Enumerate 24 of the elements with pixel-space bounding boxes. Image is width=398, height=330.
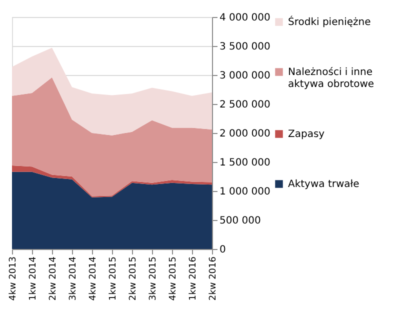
y-tick-label: 2 500 000	[220, 100, 270, 110]
legend-label: Zapasy	[288, 129, 325, 140]
x-tick-label: 3kw 2014	[68, 256, 78, 301]
y-tick-label: 0	[220, 244, 226, 256]
x-tick-label: 1kw 2014	[28, 256, 38, 301]
y-tick-label: 1 000 000	[220, 186, 270, 198]
x-tick-label: 4kw 2014	[88, 256, 98, 301]
x-tick-label: 2kw 2015	[128, 256, 138, 301]
y-tick-label: 1 500 000	[220, 158, 270, 168]
x-tick-label: 3kw 2015	[148, 256, 158, 301]
x-tick-label: 2kw 2016	[208, 256, 218, 301]
y-tick-label: 3 000 000	[220, 70, 270, 82]
x-tick-label: 2kw 2014	[48, 256, 58, 301]
x-tick-label: 1kw 2015	[108, 256, 118, 301]
legend-label: Środki pieniężne	[288, 15, 371, 28]
x-tick-label: 4kw 2013	[8, 256, 18, 301]
y-tick-label: 3 500 000	[220, 42, 270, 52]
y-tick-label: 2 000 000	[220, 128, 270, 140]
legend-label: Należności i inne aktywa obrotowe	[288, 66, 374, 90]
y-tick-label: 4 000 000	[220, 12, 270, 24]
x-tick-label: 4kw 2015	[168, 256, 178, 301]
legend-label: Aktywa trwałe	[288, 179, 360, 190]
y-tick-label: 500 000	[220, 216, 261, 226]
x-tick-label: 1kw 2016	[188, 256, 198, 301]
